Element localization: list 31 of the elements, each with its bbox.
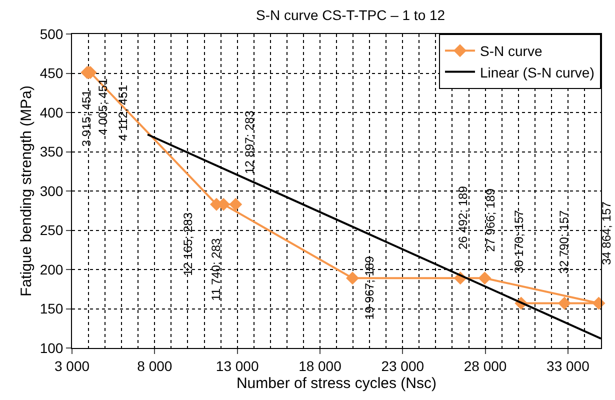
point [229,198,242,211]
y-tick-label: 250 [40,222,64,238]
y-tick-label: 300 [40,182,64,199]
x-tick-label: 13 000 [216,358,259,374]
y-tick-label: 500 [40,26,64,42]
y-tick-label: 200 [40,261,64,278]
y-tick-label: 100 [40,340,64,356]
chart-title: S-N curve CS-T-TPC – 1 to 12 [256,6,446,23]
x-tick-label: 3 000 [54,358,90,374]
legend-label: S-N curve [480,43,542,60]
x-tick-label: 23 000 [381,358,424,374]
data-label: 3 915; 451 [80,90,94,147]
point [346,272,359,285]
y-tick-label: 150 [40,300,64,317]
x-axis-title: Number of stress cycles (Nsc) [236,374,437,392]
x-tick-label: 18 000 [298,358,342,374]
point [478,272,492,285]
data-label: 27 966; 189 [484,188,498,252]
data-label: 34 864; 157 [599,201,614,266]
x-tick-label: 8 000 [137,358,172,374]
y-tick-label: 350 [40,144,64,160]
y-tick-label: 450 [40,65,64,82]
point [558,296,571,310]
point [592,296,606,310]
data-label: 11 740; 283 [209,238,224,301]
legend-label: Linear (S-N curve) [480,64,594,80]
x-tick-label: 33 000 [546,358,590,374]
y-axis-title: Fatigue bending strength (MPa) [18,86,36,296]
y-tick-label: 400 [40,104,64,120]
x-tick-label: 28 000 [464,358,507,374]
data-label: 26 492; 189 [456,186,470,250]
